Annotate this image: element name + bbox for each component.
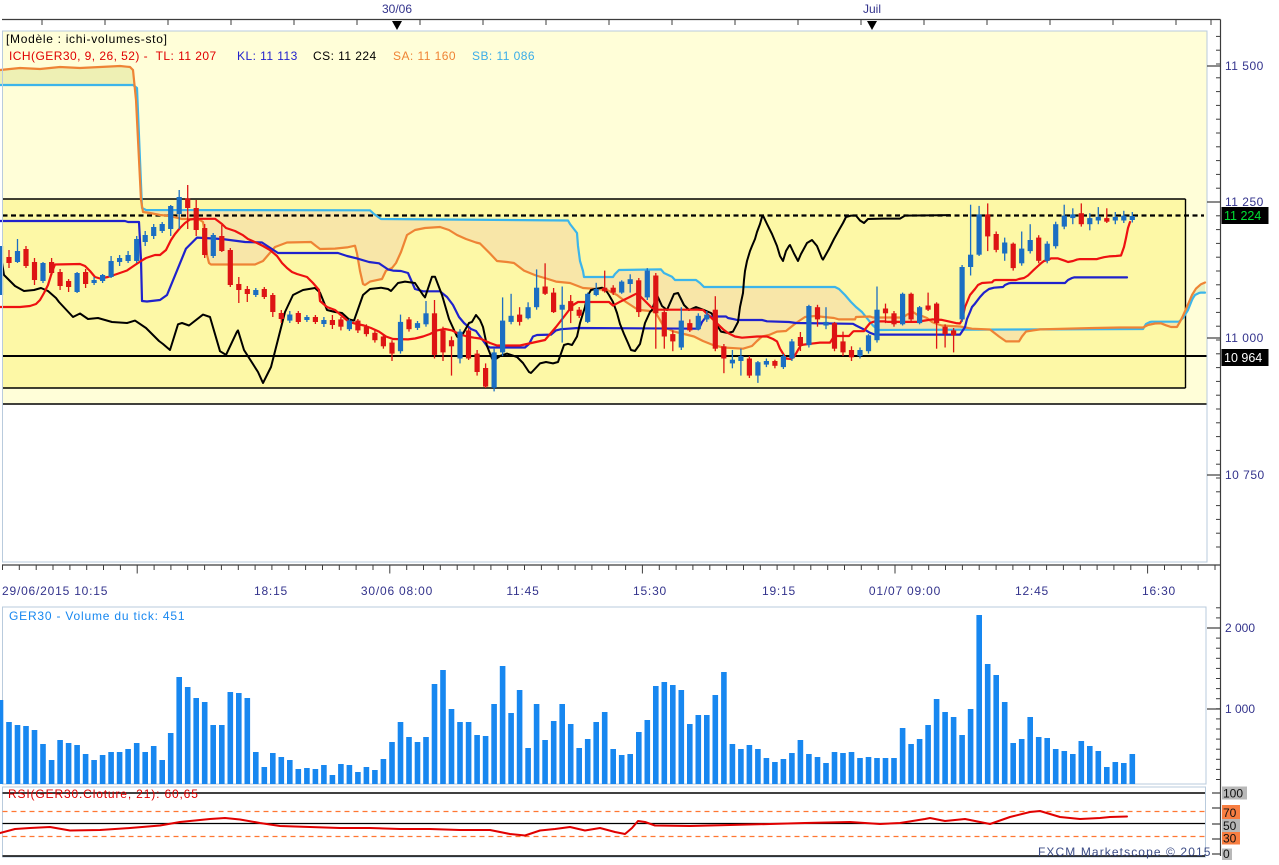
svg-text:2 000: 2 000 — [1225, 621, 1255, 635]
svg-text:70: 70 — [1223, 806, 1237, 820]
svg-text:50: 50 — [1223, 819, 1237, 833]
svg-text:12:45: 12:45 — [1015, 584, 1049, 598]
svg-text:15:30: 15:30 — [633, 584, 667, 598]
svg-text:11 250: 11 250 — [1225, 195, 1264, 209]
svg-text:19:15: 19:15 — [762, 584, 796, 598]
svg-text:30/06 08:00: 30/06 08:00 — [361, 584, 433, 598]
svg-text:16:30: 16:30 — [1142, 584, 1176, 598]
svg-text:11 224: 11 224 — [1224, 209, 1261, 223]
svg-text:0: 0 — [1223, 847, 1230, 860]
svg-text:GER30 - Volume du tick: 451: GER30 - Volume du tick: 451 — [9, 609, 185, 623]
svg-text:FXCM Marketscope © 2015: FXCM Marketscope © 2015 — [1038, 845, 1212, 859]
svg-text:01/07 09:00: 01/07 09:00 — [869, 584, 941, 598]
svg-text:ICH(GER30, 9, 26, 52) - TL: 1: ICH(GER30, 9, 26, 52) - TL: 11 207 KL: 11… — [9, 49, 535, 63]
svg-text:11 500: 11 500 — [1225, 59, 1264, 73]
svg-text:30/06: 30/06 — [382, 2, 412, 16]
svg-text:30: 30 — [1223, 832, 1237, 846]
svg-text:100: 100 — [1223, 787, 1243, 801]
svg-text:18:15: 18:15 — [254, 584, 288, 598]
svg-text:10 964: 10 964 — [1224, 351, 1262, 365]
svg-text:29/06/2015 10:15: 29/06/2015 10:15 — [2, 584, 108, 598]
svg-text:10 750: 10 750 — [1225, 468, 1265, 482]
svg-text:11:45: 11:45 — [506, 584, 539, 598]
svg-text:1 000: 1 000 — [1225, 702, 1255, 716]
svg-text:11 000: 11 000 — [1225, 331, 1264, 345]
svg-text:RSI(GER30.Cloture, 21): 60,65: RSI(GER30.Cloture, 21): 60,65 — [8, 787, 199, 801]
svg-text:Juil: Juil — [863, 2, 881, 16]
svg-text:[Modèle : ichi-volumes-sto]: [Modèle : ichi-volumes-sto] — [6, 32, 168, 46]
